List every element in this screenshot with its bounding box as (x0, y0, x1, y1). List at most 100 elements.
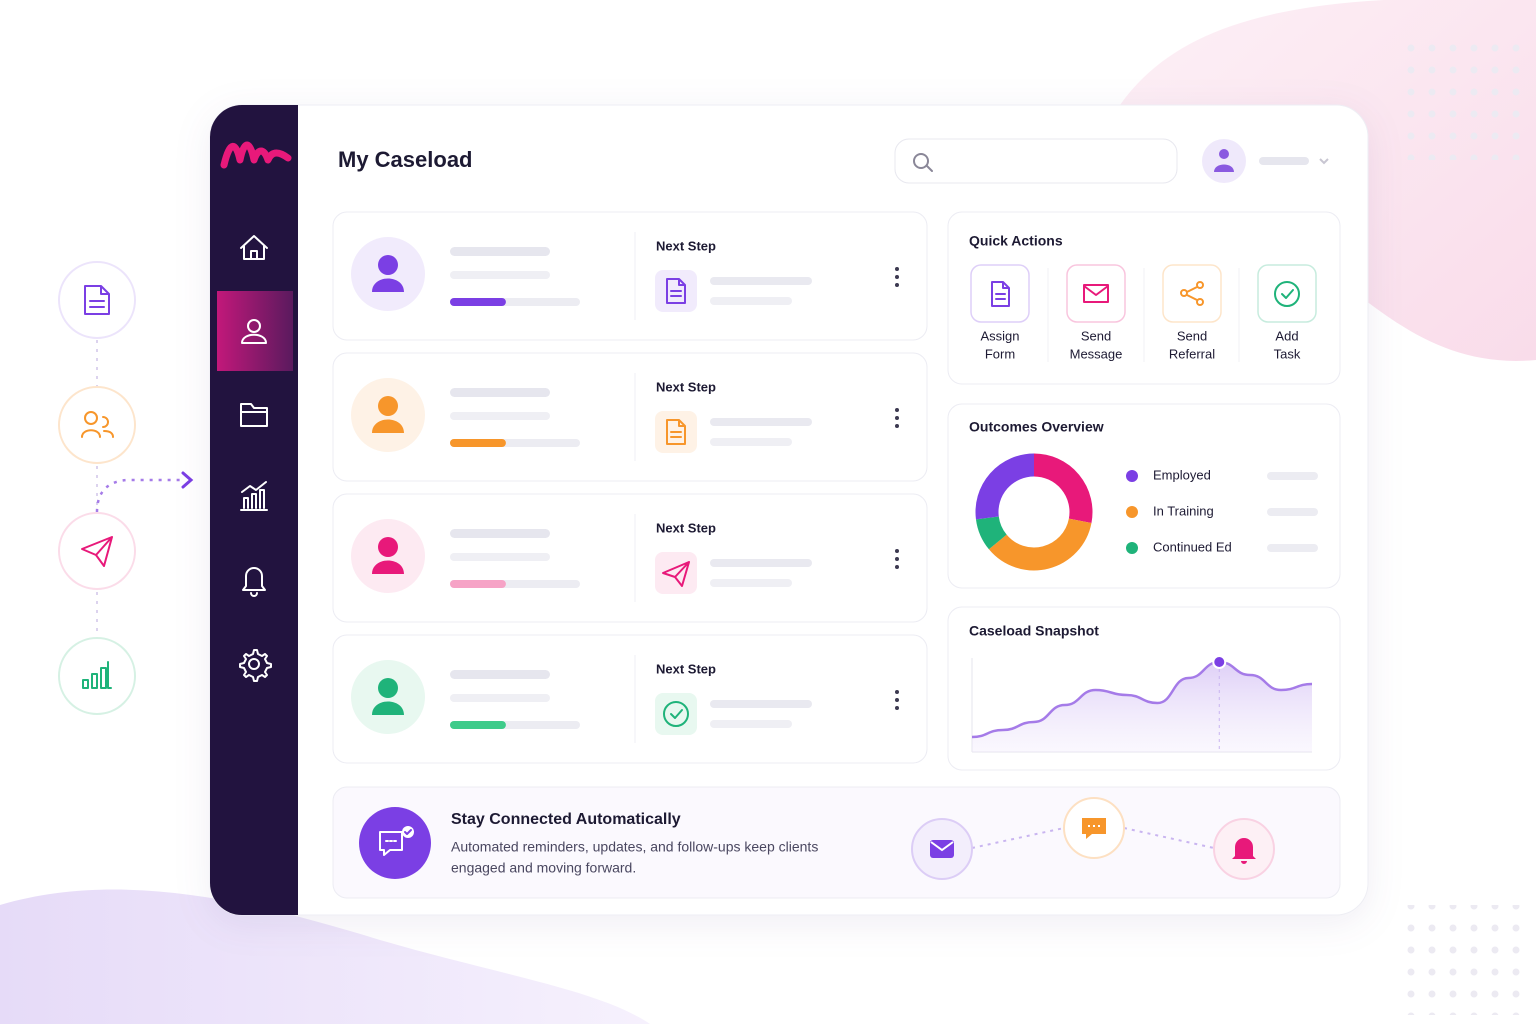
action-icon (1274, 281, 1300, 307)
step-icon (666, 419, 686, 445)
action-button[interactable] (1066, 264, 1126, 323)
line (971, 660, 1313, 739)
banner-title: Stay Connected Automatically (451, 811, 681, 828)
user-avatar[interactable] (1202, 139, 1246, 183)
user-name-placeholder (1259, 157, 1309, 165)
detail-placeholder (450, 553, 550, 561)
menu-dot[interactable] (895, 565, 899, 569)
action-label: Task (1274, 346, 1301, 361)
menu-dot[interactable] (895, 706, 899, 710)
action-label: Send (1081, 328, 1111, 343)
person-icon (372, 396, 404, 433)
workflow (58, 261, 194, 715)
action-label: Referral (1169, 346, 1215, 361)
search-icon (913, 153, 933, 172)
step-placeholder (710, 579, 792, 587)
next-step-label: Next Step (656, 520, 716, 535)
person-icon (372, 537, 404, 574)
step-placeholder (710, 297, 792, 305)
area (972, 662, 1312, 752)
menu-dot[interactable] (895, 267, 899, 271)
step-placeholder (710, 559, 812, 567)
panel-title: Caseload Snapshot (969, 623, 1099, 639)
client-card[interactable] (332, 352, 928, 482)
dot-grid (1405, 905, 1530, 1015)
step-placeholder (710, 700, 812, 708)
step-placeholder (710, 418, 812, 426)
person-icon (372, 678, 404, 715)
action-label: Assign (980, 328, 1019, 343)
banner-text: Automated reminders, updates, and follow… (451, 839, 818, 855)
step-icon (666, 278, 686, 304)
menu-dot[interactable] (895, 275, 899, 279)
menu-dot[interactable] (895, 557, 899, 561)
step-placeholder (710, 720, 792, 728)
donut-segment (1033, 453, 1093, 523)
highlight-point (1212, 655, 1227, 669)
legend-dot (1126, 542, 1138, 554)
action-icon (1180, 281, 1204, 306)
bg-blob (0, 889, 650, 1024)
step-icon (663, 701, 689, 727)
detail-placeholder (450, 412, 550, 420)
dot-grid (1405, 30, 1530, 160)
legend-dot (1126, 506, 1138, 518)
donut-segment (975, 453, 1035, 520)
name-placeholder (450, 388, 550, 397)
logo (220, 141, 292, 169)
action-label: Send (1177, 328, 1207, 343)
step-placeholder (710, 277, 812, 285)
next-step-label: Next Step (656, 661, 716, 676)
dropdown-caret[interactable] (1319, 158, 1329, 165)
client-card[interactable] (332, 493, 928, 623)
step-placeholder (710, 438, 792, 446)
progress-bar (450, 580, 506, 588)
panel-title: Quick Actions (969, 233, 1063, 249)
banner-text: engaged and moving forward. (451, 860, 636, 876)
step-icon-box (655, 693, 697, 735)
outcomes-panel (947, 403, 1341, 589)
detail-placeholder (450, 694, 550, 702)
legend-dot (1126, 470, 1138, 482)
action-button[interactable] (1257, 264, 1317, 323)
banner-icon (359, 807, 431, 879)
legend-label: Continued Ed (1153, 539, 1232, 554)
action-label: Add (1275, 328, 1298, 343)
menu-dot[interactable] (895, 698, 899, 702)
legend-label: In Training (1153, 503, 1214, 518)
progress-bar (450, 439, 506, 447)
menu-dot[interactable] (895, 283, 899, 287)
step-icon-box (655, 552, 697, 594)
menu-dot[interactable] (895, 549, 899, 553)
progress-bar (450, 721, 506, 729)
progress-bar (450, 298, 506, 306)
page-title: My Caseload (338, 147, 473, 172)
action-icon (991, 281, 1010, 307)
step-icon (662, 561, 690, 587)
legend-placeholder (1267, 508, 1318, 516)
next-step-label: Next Step (656, 379, 716, 394)
detail-placeholder (450, 271, 550, 279)
user-icon (1214, 149, 1234, 172)
person-icon (372, 255, 404, 292)
panel-title: Outcomes Overview (969, 419, 1104, 435)
menu-dot[interactable] (895, 424, 899, 428)
client-card[interactable] (332, 634, 928, 764)
nav-icons[interactable] (239, 235, 272, 682)
search-box[interactable] (894, 138, 1178, 184)
legend-placeholder (1267, 472, 1318, 480)
next-step-label: Next Step (656, 238, 716, 253)
donut-segment (975, 515, 1008, 550)
legend-label: Employed (1153, 467, 1211, 482)
legend-placeholder (1267, 544, 1318, 552)
action-label: Message (1070, 346, 1123, 361)
donut-segment (988, 518, 1092, 571)
menu-dot[interactable] (895, 416, 899, 420)
menu-dot[interactable] (895, 408, 899, 412)
name-placeholder (450, 247, 550, 256)
menu-dot[interactable] (895, 690, 899, 694)
client-card[interactable] (332, 211, 928, 341)
action-button[interactable] (1162, 264, 1222, 323)
action-icon (1083, 284, 1109, 303)
